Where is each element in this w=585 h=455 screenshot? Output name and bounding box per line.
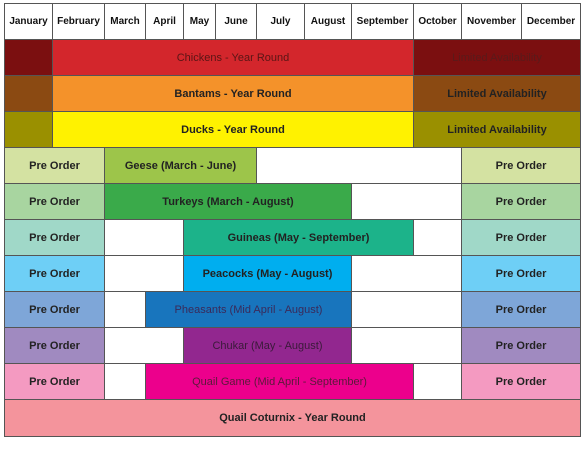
pre-order: Pre Order [4,219,105,256]
availability-bar: Guineas (May - September) [183,219,414,256]
turkeys-row: Pre Order Turkeys (March - August) Pre O… [4,183,581,220]
availability-table: January February March April May June Ju… [4,3,581,437]
cell [256,147,462,184]
month: December [521,3,581,40]
availability-bar: Quail Coturnix - Year Round [4,399,581,437]
cell [4,75,53,112]
availability-bar: Limited Availability [413,111,581,148]
availability-bar: Chickens - Year Round [52,39,414,76]
month: May [183,3,216,40]
pre-order: Pre Order [4,255,105,292]
month: January [4,3,53,40]
month: February [52,3,105,40]
cell [413,363,462,400]
cell [104,363,146,400]
pre-order: Pre Order [461,147,581,184]
month: October [413,3,462,40]
month: November [461,3,522,40]
availability-bar: Limited Availability [413,39,581,76]
availability-bar: Ducks - Year Round [52,111,414,148]
pre-order: Pre Order [4,183,105,220]
cell [104,327,184,364]
cell [351,183,462,220]
pre-order: Pre Order [461,291,581,328]
pre-order: Pre Order [4,291,105,328]
availability-bar: Chukar (May - August) [183,327,352,364]
cell [104,255,184,292]
month-header: January February March April May June Ju… [4,3,581,40]
pre-order: Pre Order [4,363,105,400]
quail-coturnix-row: Quail Coturnix - Year Round [4,399,581,437]
availability-bar: Bantams - Year Round [52,75,414,112]
pre-order: Pre Order [461,327,581,364]
cell [104,291,146,328]
bantams-row: Bantams - Year Round Limited Availabilit… [4,75,581,112]
ducks-row: Ducks - Year Round Limited Availability [4,111,581,148]
cell [351,255,462,292]
pre-order: Pre Order [461,183,581,220]
cell [4,111,53,148]
availability-bar: Limited Availability [413,75,581,112]
cell [4,39,53,76]
chukar-row: Pre Order Chukar (May - August) Pre Orde… [4,327,581,364]
chickens-row: Chickens - Year Round Limited Availabili… [4,39,581,76]
availability-bar: Geese (March - June) [104,147,257,184]
cell [351,291,462,328]
month: June [215,3,257,40]
month: August [304,3,352,40]
availability-bar: Turkeys (March - August) [104,183,352,220]
availability-bar: Peacocks (May - August) [183,255,352,292]
cell [351,327,462,364]
guineas-row: Pre Order Guineas (May - September) Pre … [4,219,581,256]
pheasants-row: Pre Order Pheasants (Mid April - August)… [4,291,581,328]
month: March [104,3,146,40]
month: July [256,3,305,40]
cell [104,219,184,256]
availability-bar: Pheasants (Mid April - August) [145,291,352,328]
peacocks-row: Pre Order Peacocks (May - August) Pre Or… [4,255,581,292]
pre-order: Pre Order [4,147,105,184]
availability-bar: Quail Game (Mid April - September) [145,363,414,400]
pre-order: Pre Order [4,327,105,364]
pre-order: Pre Order [461,363,581,400]
pre-order: Pre Order [461,219,581,256]
month: September [351,3,414,40]
quail-game-row: Pre Order Quail Game (Mid April - Septem… [4,363,581,400]
month: April [145,3,184,40]
pre-order: Pre Order [461,255,581,292]
cell [413,219,462,256]
geese-row: Pre Order Geese (March - June) Pre Order [4,147,581,184]
